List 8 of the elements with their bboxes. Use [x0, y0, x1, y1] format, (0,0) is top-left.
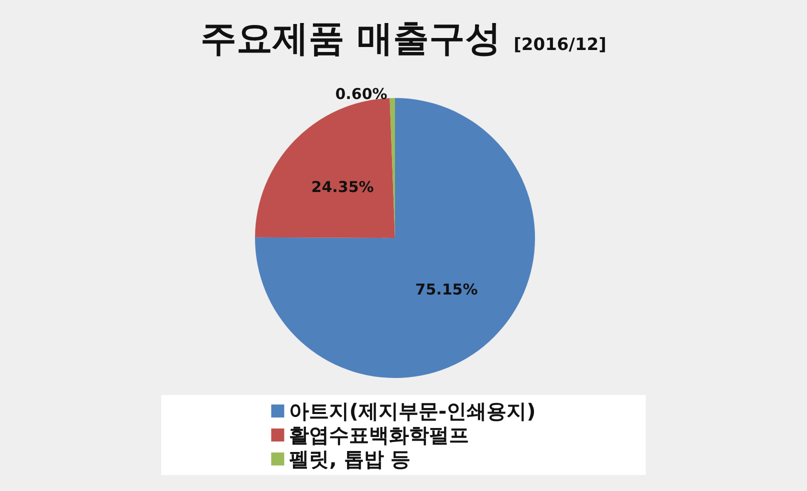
legend-label: 펠릿, 톱밥 등 — [289, 447, 411, 471]
data-label: 75.15% — [415, 280, 478, 299]
legend-label: 활엽수표백화학펄프 — [289, 423, 470, 447]
data-label: 0.60% — [335, 85, 388, 104]
legend-label: 아트지(제지부문-인쇄용지) — [289, 399, 536, 423]
data-label: 24.35% — [311, 178, 374, 196]
chart-subtitle: [2016/12] — [514, 35, 606, 55]
chart-title: 주요제품 매출구성 — [200, 18, 502, 60]
